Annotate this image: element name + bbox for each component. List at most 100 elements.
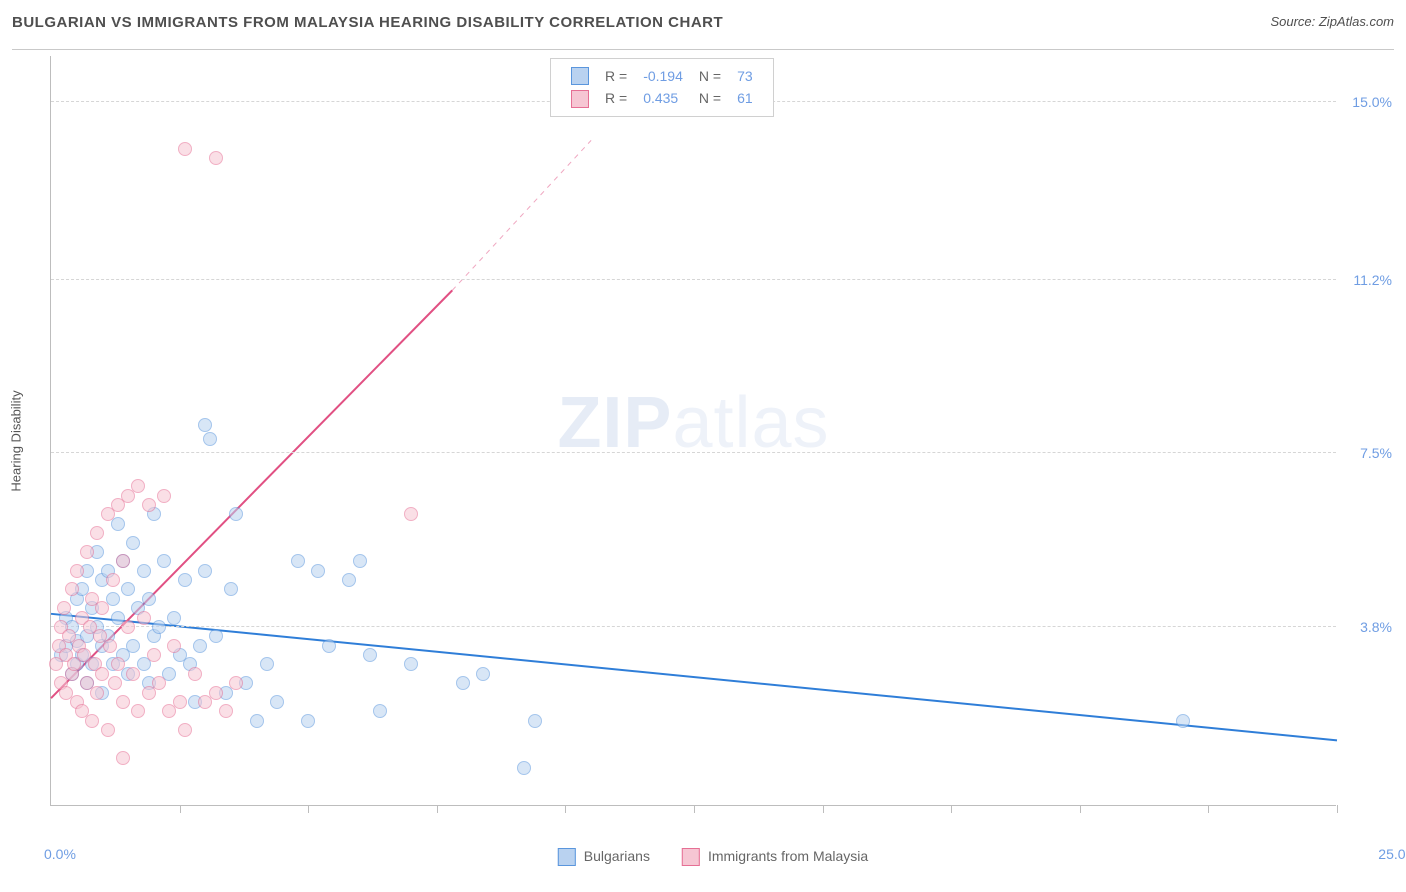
legend-label-bulgarians: Bulgarians bbox=[584, 848, 650, 864]
title-bar: BULGARIAN VS IMMIGRANTS FROM MALAYSIA HE… bbox=[12, 14, 1394, 50]
legend-r-value-malaysia: 0.435 bbox=[635, 87, 691, 109]
trend-lines-svg bbox=[51, 56, 1336, 805]
x-tick bbox=[308, 805, 309, 813]
data-point-bulgarians bbox=[157, 554, 171, 568]
data-point-malaysia bbox=[229, 676, 243, 690]
x-tick bbox=[1080, 805, 1081, 813]
source-label: Source: ZipAtlas.com bbox=[1270, 14, 1394, 29]
x-tick bbox=[694, 805, 695, 813]
data-point-malaysia bbox=[85, 714, 99, 728]
legend-item-bulgarians: Bulgarians bbox=[558, 848, 650, 866]
y-tick-label: 11.2% bbox=[1353, 272, 1392, 288]
data-point-bulgarians bbox=[528, 714, 542, 728]
data-point-bulgarians bbox=[126, 639, 140, 653]
legend-swatch-bulgarians bbox=[571, 67, 589, 85]
data-point-malaysia bbox=[90, 686, 104, 700]
data-point-bulgarians bbox=[404, 657, 418, 671]
data-point-bulgarians bbox=[229, 507, 243, 521]
data-point-malaysia bbox=[131, 479, 145, 493]
legend-n-value-malaysia: 61 bbox=[729, 87, 761, 109]
data-point-bulgarians bbox=[373, 704, 387, 718]
data-point-malaysia bbox=[103, 639, 117, 653]
data-point-bulgarians bbox=[126, 536, 140, 550]
x-tick bbox=[180, 805, 181, 813]
watermark-zip: ZIP bbox=[557, 382, 672, 462]
data-point-malaysia bbox=[404, 507, 418, 521]
data-point-malaysia bbox=[209, 151, 223, 165]
data-point-malaysia bbox=[106, 573, 120, 587]
data-point-malaysia bbox=[95, 601, 109, 615]
data-point-bulgarians bbox=[198, 418, 212, 432]
gridline bbox=[51, 626, 1336, 627]
data-point-malaysia bbox=[90, 526, 104, 540]
legend-r-value-bulgarians: -0.194 bbox=[635, 65, 691, 87]
legend-n-label: N = bbox=[691, 65, 729, 87]
data-point-malaysia bbox=[178, 723, 192, 737]
legend-r-label: R = bbox=[597, 65, 635, 87]
data-point-malaysia bbox=[121, 620, 135, 634]
data-point-malaysia bbox=[57, 601, 71, 615]
data-point-malaysia bbox=[65, 582, 79, 596]
data-point-malaysia bbox=[219, 704, 233, 718]
x-tick bbox=[823, 805, 824, 813]
data-point-bulgarians bbox=[260, 657, 274, 671]
data-point-malaysia bbox=[142, 498, 156, 512]
data-point-bulgarians bbox=[301, 714, 315, 728]
gridline bbox=[51, 452, 1336, 453]
data-point-malaysia bbox=[101, 723, 115, 737]
data-point-malaysia bbox=[131, 704, 145, 718]
data-point-bulgarians bbox=[363, 648, 377, 662]
legend-item-malaysia: Immigrants from Malaysia bbox=[682, 848, 868, 866]
trend-line-dash-malaysia bbox=[452, 140, 591, 290]
data-point-malaysia bbox=[178, 142, 192, 156]
data-point-bulgarians bbox=[178, 573, 192, 587]
legend-n-label: N = bbox=[691, 87, 729, 109]
x-tick bbox=[1208, 805, 1209, 813]
data-point-bulgarians bbox=[142, 592, 156, 606]
legend-n-value-bulgarians: 73 bbox=[729, 65, 761, 87]
data-point-bulgarians bbox=[209, 629, 223, 643]
legend-swatch-bulgarians bbox=[558, 848, 576, 866]
data-point-malaysia bbox=[152, 676, 166, 690]
data-point-bulgarians bbox=[121, 582, 135, 596]
chart-title: BULGARIAN VS IMMIGRANTS FROM MALAYSIA HE… bbox=[12, 14, 723, 31]
data-point-malaysia bbox=[116, 695, 130, 709]
data-point-malaysia bbox=[116, 751, 130, 765]
legend-swatch-malaysia bbox=[682, 848, 700, 866]
data-point-bulgarians bbox=[250, 714, 264, 728]
data-point-bulgarians bbox=[342, 573, 356, 587]
data-point-malaysia bbox=[108, 676, 122, 690]
x-axis-origin-label: 0.0% bbox=[44, 846, 76, 862]
data-point-bulgarians bbox=[137, 564, 151, 578]
watermark-atlas: atlas bbox=[672, 382, 829, 462]
y-tick-label: 15.0% bbox=[1352, 94, 1392, 110]
data-point-malaysia bbox=[116, 554, 130, 568]
data-point-malaysia bbox=[157, 489, 171, 503]
data-point-bulgarians bbox=[311, 564, 325, 578]
x-tick bbox=[437, 805, 438, 813]
data-point-malaysia bbox=[173, 695, 187, 709]
data-point-malaysia bbox=[126, 667, 140, 681]
data-point-malaysia bbox=[111, 657, 125, 671]
chart-container: BULGARIAN VS IMMIGRANTS FROM MALAYSIA HE… bbox=[0, 0, 1406, 892]
data-point-bulgarians bbox=[517, 761, 531, 775]
x-tick bbox=[951, 805, 952, 813]
legend-r-label: R = bbox=[597, 87, 635, 109]
data-point-bulgarians bbox=[224, 582, 238, 596]
data-point-bulgarians bbox=[291, 554, 305, 568]
plot-area: ZIPatlas 3.8%7.5%11.2%15.0% bbox=[50, 56, 1336, 806]
data-point-malaysia bbox=[147, 648, 161, 662]
data-point-malaysia bbox=[137, 611, 151, 625]
y-tick-label: 3.8% bbox=[1360, 619, 1392, 635]
data-point-bulgarians bbox=[456, 676, 470, 690]
correlation-legend: R =-0.194N =73 R =0.435N =61 bbox=[550, 58, 774, 117]
watermark: ZIPatlas bbox=[557, 381, 829, 463]
x-tick bbox=[1337, 805, 1338, 813]
legend-swatch-malaysia bbox=[571, 90, 589, 108]
gridline bbox=[51, 279, 1336, 280]
x-tick bbox=[565, 805, 566, 813]
data-point-bulgarians bbox=[152, 620, 166, 634]
data-point-malaysia bbox=[95, 667, 109, 681]
data-point-bulgarians bbox=[167, 611, 181, 625]
data-point-bulgarians bbox=[270, 695, 284, 709]
